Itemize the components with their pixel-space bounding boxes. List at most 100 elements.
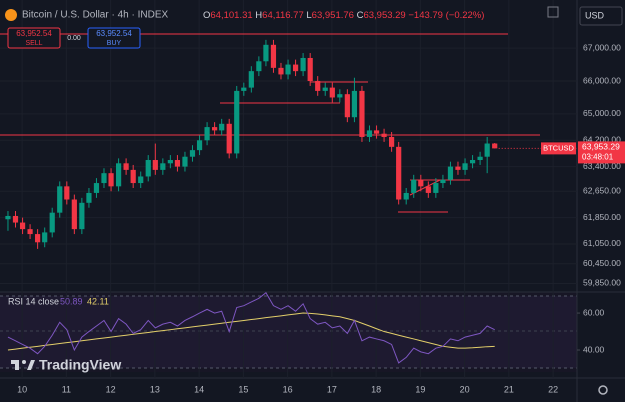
rsi-ma-value: 42.11 xyxy=(87,296,109,306)
candle-body xyxy=(241,87,247,91)
y-tick-label: 61,850.00 xyxy=(583,212,621,222)
brand-logo xyxy=(11,360,35,370)
ohlc: O64,101.31 H64,116.77 L63,951.76 C63,953… xyxy=(203,10,484,21)
rsi-tick-label: 60.00 xyxy=(583,307,605,317)
candle-body xyxy=(256,61,262,72)
candle-body xyxy=(263,44,269,62)
rsi-line xyxy=(7,291,495,364)
symbol-label: BTCUSD xyxy=(543,143,574,152)
x-tick-label: 16 xyxy=(283,384,293,394)
candle-body xyxy=(79,202,85,230)
sell-button[interactable] xyxy=(7,27,61,49)
brand: TradingView xyxy=(39,357,121,373)
rsi-tick-label: 40.00 xyxy=(583,344,605,354)
candle-body xyxy=(204,127,210,141)
x-tick-label: 15 xyxy=(238,384,248,394)
x-tick-label: 18 xyxy=(371,384,381,394)
candle-body xyxy=(396,146,402,200)
candle-body xyxy=(455,166,461,170)
x-tick-label: 17 xyxy=(327,384,337,394)
candle-body xyxy=(64,186,70,200)
x-tick-label: 13 xyxy=(150,384,160,394)
candle-body xyxy=(57,186,63,213)
candle-body xyxy=(469,160,476,164)
candle-body xyxy=(344,94,350,118)
candle-body xyxy=(322,87,328,91)
settings-icon[interactable] xyxy=(598,385,608,395)
candle-body xyxy=(196,140,203,151)
candle-body xyxy=(388,136,395,147)
candle-body xyxy=(492,143,498,149)
ohlc-value: 63,951.76 xyxy=(312,10,354,21)
candle-body xyxy=(49,212,55,233)
sell-label: SELL xyxy=(25,40,42,47)
candle-body xyxy=(167,160,173,164)
candle-body xyxy=(484,143,490,157)
candle-body xyxy=(234,90,240,154)
y-tick-label: 61,050.00 xyxy=(583,238,621,248)
y-tick-label: 63,400.00 xyxy=(583,161,621,171)
ohlc-key: O xyxy=(203,10,210,21)
buy-label: BUY xyxy=(107,40,122,47)
candle-body xyxy=(411,179,417,193)
y-tick-label: 60,450.00 xyxy=(583,258,621,268)
logo-part xyxy=(15,360,19,370)
ohlc-key: H xyxy=(255,10,262,21)
x-tick-label: 12 xyxy=(106,384,116,394)
candle-body xyxy=(351,90,358,118)
candle-body xyxy=(300,57,306,72)
candle-body xyxy=(86,192,92,203)
rsi-value: 50.89 xyxy=(60,296,83,306)
candle-body xyxy=(462,163,468,170)
x-tick-label: 10 xyxy=(17,384,27,394)
logo-part xyxy=(27,360,35,370)
symbol-tag xyxy=(541,142,576,155)
coin-icon xyxy=(5,9,17,21)
candle-body xyxy=(315,81,321,91)
candle-body xyxy=(447,166,454,180)
candle-body xyxy=(307,57,313,82)
candle-body xyxy=(285,64,291,75)
candle-body xyxy=(359,90,365,137)
candle-body xyxy=(160,163,166,170)
candle-body xyxy=(182,156,188,167)
candle-body xyxy=(42,232,48,243)
candle-body xyxy=(138,176,144,184)
candle-body xyxy=(329,87,335,98)
y-tick-label: 66,000.00 xyxy=(583,75,621,85)
candle-body xyxy=(219,123,225,131)
candle-body xyxy=(366,130,373,137)
currency: USD xyxy=(585,10,605,20)
candle-body xyxy=(35,234,41,243)
x-tick-label: 22 xyxy=(548,384,558,394)
candle-body xyxy=(226,123,232,154)
spread: 0.00 xyxy=(67,35,81,42)
buy-price: 63,952.54 xyxy=(96,29,132,38)
candle-body xyxy=(403,192,409,200)
candle-body xyxy=(433,183,439,193)
x-tick-label: 20 xyxy=(460,384,470,394)
buy-button[interactable] xyxy=(87,27,141,49)
candle-body xyxy=(292,64,299,72)
x-tick-label: 14 xyxy=(194,384,204,394)
candle-body xyxy=(189,150,196,157)
candle-body xyxy=(373,130,380,134)
y-tick-label: 59,850.00 xyxy=(583,278,621,288)
logo-part xyxy=(22,360,26,364)
candle-body xyxy=(440,179,446,184)
candle-body xyxy=(381,133,387,137)
candle-body xyxy=(19,222,26,230)
candle-body xyxy=(270,44,277,68)
plot xyxy=(5,39,498,364)
ohlc-value: 64,116.77 xyxy=(262,10,304,21)
x-tick-label: 19 xyxy=(415,384,425,394)
currency-box[interactable] xyxy=(579,6,623,26)
candle-body xyxy=(248,71,254,88)
candle-body xyxy=(152,160,158,170)
panel-icon[interactable] xyxy=(547,6,559,18)
candle-body xyxy=(418,179,424,187)
candle-body xyxy=(123,163,129,170)
candle-body xyxy=(278,67,284,75)
x-tick-label: 21 xyxy=(504,384,514,394)
